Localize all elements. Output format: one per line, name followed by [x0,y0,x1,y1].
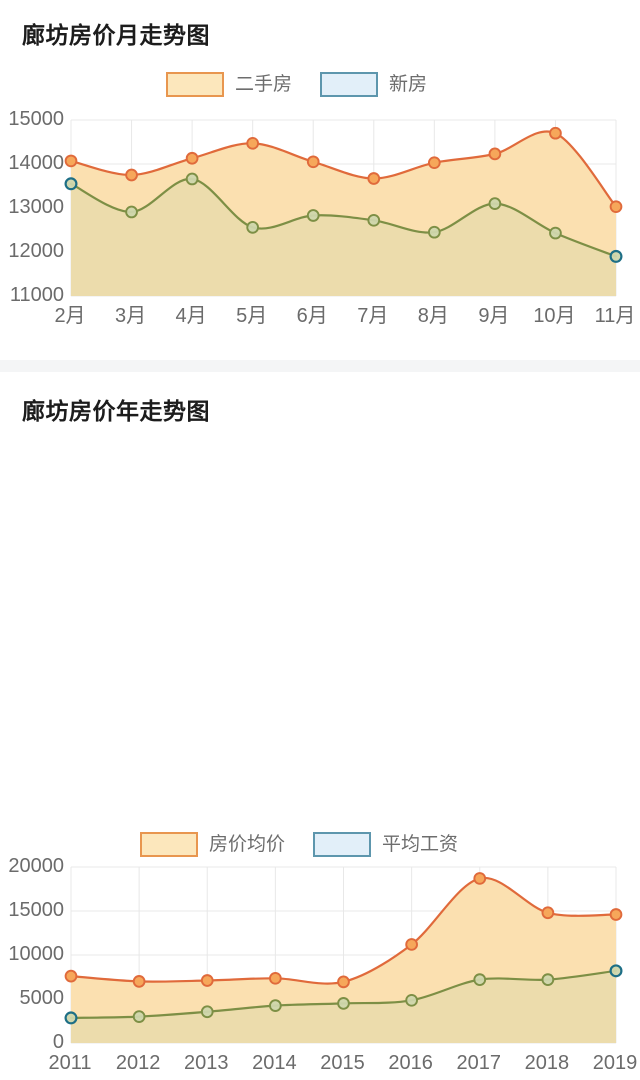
y-axis-tick-label: 14000 [8,152,64,174]
y-axis-tick-label: 15000 [8,108,64,130]
monthly-y-axis-labels: 11000 12000 13000 14000 15000 [6,109,64,305]
data-point-marker[interactable] [64,969,78,983]
legend-swatch-icon [313,832,372,857]
x-axis-tick-label: 2013 [184,1052,229,1074]
legend-label: 二手房 [235,74,293,95]
legend-label: 平均工资 [382,834,459,855]
data-point-marker[interactable] [337,975,350,989]
x-axis-tick-label: 11月 [594,305,636,327]
data-point-marker[interactable] [367,172,381,185]
x-axis-tick-label: 2011 [48,1052,92,1074]
y-axis-tick-label: 20000 [8,855,64,877]
x-axis-tick-label: 2012 [115,1052,161,1074]
monthly-chart-legend: 二手房 新房 [166,72,427,97]
monthly-x-axis-labels: 2月 3月 4月 5月 6月 7月 8月 9月 10月 11月 [54,303,635,333]
data-point-marker[interactable] [549,226,562,240]
monthly-chart-title: 廊坊房价月走势图 [22,22,210,48]
data-point-marker[interactable] [473,872,487,885]
legend-item-avg-wage[interactable]: 平均工资 [313,832,458,857]
legend-swatch-icon [166,72,224,97]
legend-swatch-icon [320,72,379,97]
data-point-marker[interactable] [488,147,502,161]
data-point-marker[interactable] [64,177,78,191]
data-point-marker[interactable] [306,209,320,222]
y-axis-tick-label: 12000 [8,240,64,262]
x-axis-tick-label: 4月 [175,305,207,327]
data-point-marker[interactable] [125,205,138,219]
x-axis-tick-label: 2014 [252,1052,297,1074]
data-point-marker[interactable] [200,974,214,987]
data-point-marker[interactable] [64,1011,78,1025]
x-axis-tick-label: 2月 [54,305,86,327]
legend-swatch-icon [140,832,198,857]
data-point-marker[interactable] [405,938,418,951]
yearly-chart-legend: 房价均价 平均工资 [140,832,458,857]
data-point-marker[interactable] [269,999,282,1012]
data-point-marker[interactable] [132,975,146,988]
x-axis-tick-label: 2018 [524,1052,570,1074]
data-point-marker[interactable] [185,151,199,165]
yearly-plot-area [64,866,623,1044]
legend-item-secondhand[interactable]: 二手房 [166,72,292,97]
legend-item-newhome[interactable]: 新房 [320,72,427,97]
x-axis-tick-label: 10月 [533,305,576,327]
series-line [69,130,618,208]
card-divider [0,360,640,372]
y-axis-tick-label: 13000 [8,196,64,218]
data-point-marker[interactable] [609,908,623,921]
data-point-marker[interactable] [64,154,78,168]
data-point-marker[interactable] [246,136,260,150]
x-axis-tick-label: 9月 [478,305,510,327]
legend-item-avg-price[interactable]: 房价均价 [140,832,285,857]
yearly-chart-title: 廊坊房价年走势图 [22,398,210,424]
data-point-marker[interactable] [200,1005,214,1019]
legend-label: 新房 [389,74,428,95]
x-axis-tick-label: 5月 [236,305,268,327]
data-point-marker[interactable] [337,997,350,1010]
x-axis-tick-label: 7月 [357,305,389,327]
yearly-x-axis-labels: 2011 2012 2013 2014 2015 2016 2017 2018 2019 [48,1050,637,1080]
x-axis-tick-label: 2017 [456,1052,502,1074]
x-axis-tick-label: 8月 [417,305,449,327]
data-point-marker[interactable] [541,973,555,986]
data-point-marker[interactable] [609,200,623,214]
data-point-marker[interactable] [269,971,282,985]
data-point-marker[interactable] [405,993,418,1007]
data-point-marker[interactable] [132,1010,146,1023]
yearly-price-chart-card: 廊坊房价年走势图 房价均价 平均工资 0 5000 10000 15000 20000 … [0,372,640,1074]
x-axis-tick-label: 3月 [114,305,147,327]
data-point-marker[interactable] [306,155,320,169]
data-point-marker[interactable] [473,973,487,986]
data-point-marker[interactable] [427,225,441,239]
x-axis-tick-label: 2019 [592,1052,638,1074]
y-axis-tick-label: 5000 [19,987,65,1009]
x-axis-tick-label: 2015 [320,1052,365,1074]
chart-svg [64,866,623,1044]
data-point-marker[interactable] [427,156,441,170]
data-point-marker[interactable] [549,126,562,140]
y-axis-tick-label: 10000 [8,943,64,965]
data-point-marker[interactable] [609,964,623,978]
data-point-marker[interactable] [609,249,623,263]
series-line [69,177,618,258]
y-axis-tick-label: 0 [52,1031,64,1053]
y-axis-tick-label: 15000 [8,899,64,921]
y-axis-tick-label: 11000 [9,284,64,306]
data-point-marker[interactable] [185,172,199,186]
data-point-marker[interactable] [367,213,381,227]
x-axis-tick-label: 6月 [296,305,328,327]
data-point-marker[interactable] [125,168,138,182]
monthly-plot-area [64,119,623,297]
chart-svg [64,119,623,297]
monthly-price-chart-card: 廊坊房价月走势图 二手房 新房 11000 12000 13000 14000 1500… [0,0,640,360]
data-point-marker[interactable] [541,906,555,920]
legend-label: 房价均价 [209,834,286,855]
data-point-marker[interactable] [488,197,502,210]
yearly-y-axis-labels: 0 5000 10000 15000 20000 [6,856,65,1052]
x-axis-tick-label: 2016 [388,1052,433,1074]
data-point-marker[interactable] [246,221,260,234]
